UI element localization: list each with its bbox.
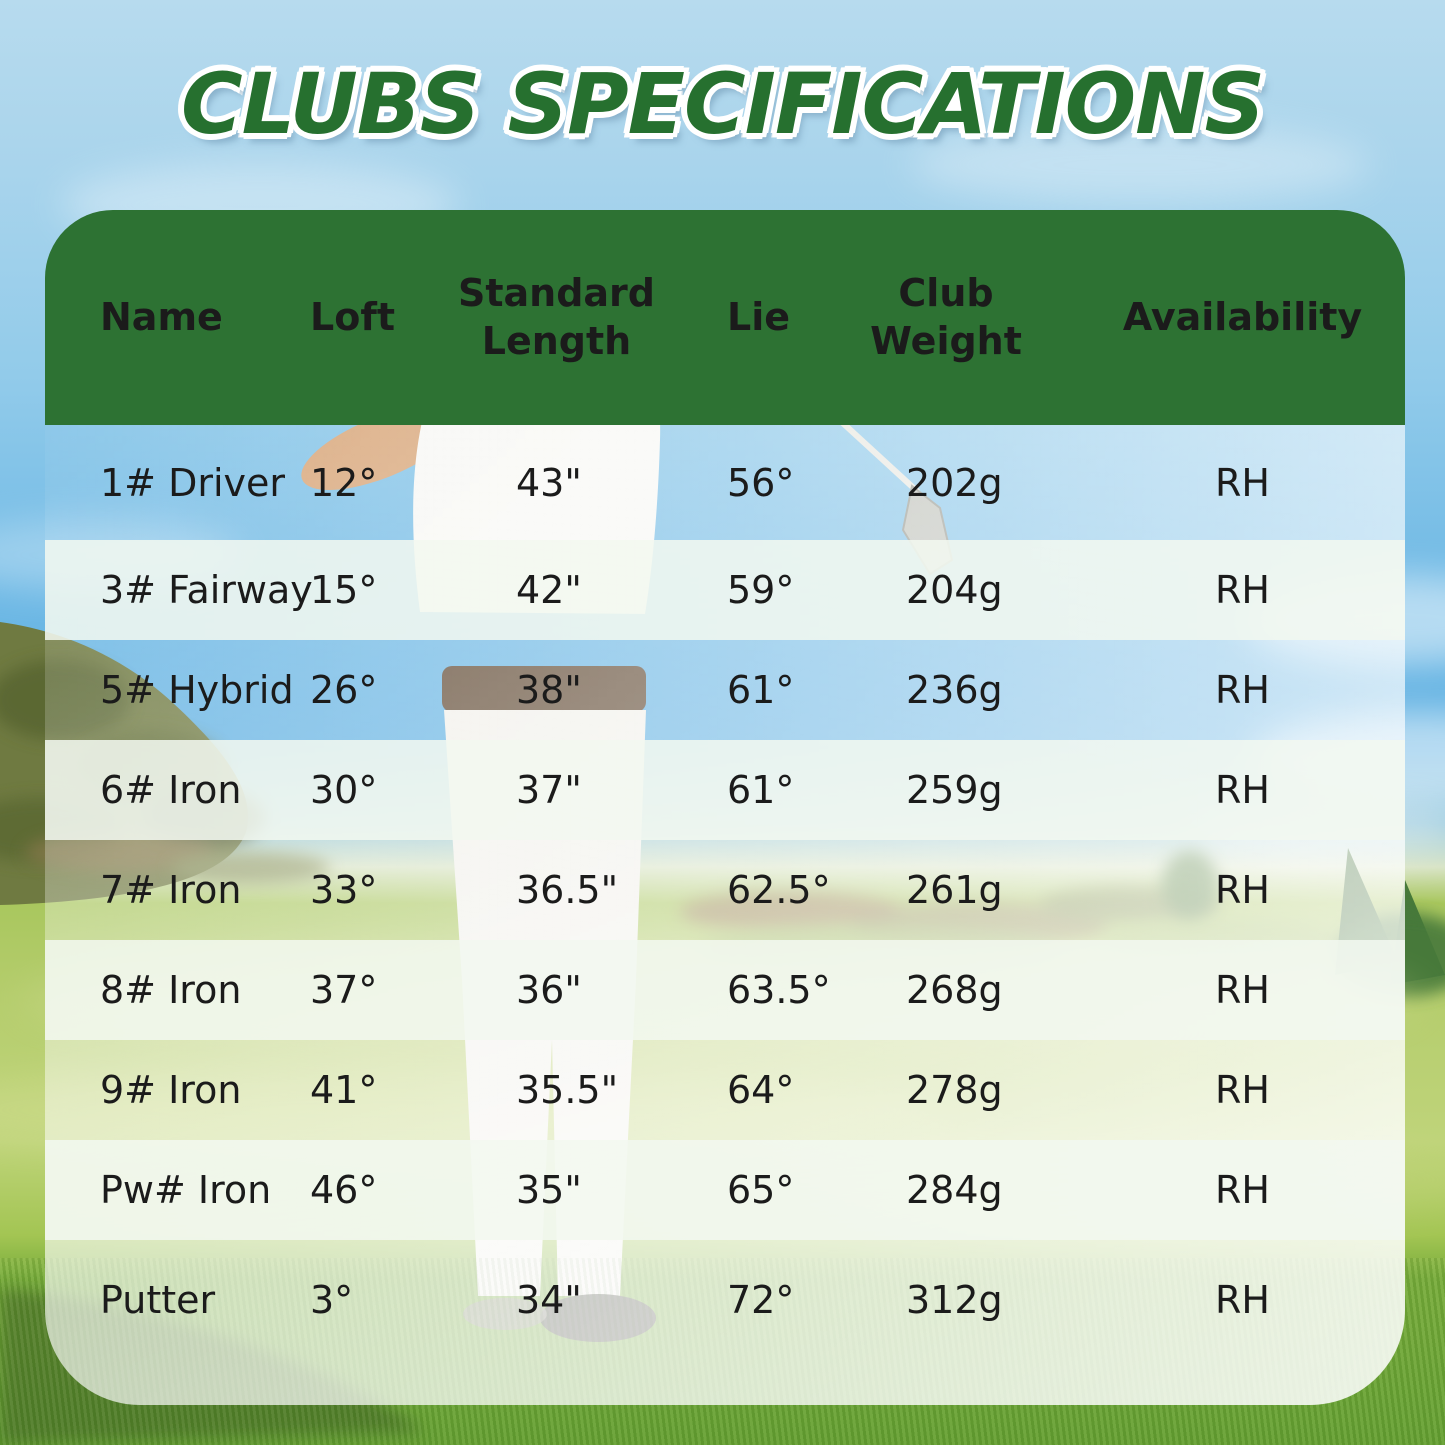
cell-length: 36.5": [516, 868, 619, 912]
cell-lie: 63.5°: [727, 968, 831, 1012]
table-row: Putter 3° 34" 72° 312g RH: [45, 1240, 1405, 1405]
cell-name: Pw# Iron: [100, 1168, 272, 1212]
cell-loft: 30°: [310, 768, 378, 812]
cell-weight: 236g: [906, 668, 1003, 712]
cell-weight: 284g: [906, 1168, 1003, 1212]
cell-lie: 62.5°: [727, 868, 831, 912]
column-header-standard-length: Standard Length: [457, 271, 655, 363]
cell-length: 37": [516, 768, 582, 812]
cell-length: 35": [516, 1168, 582, 1212]
cell-name: 6# Iron: [100, 768, 242, 812]
cell-name: 1# Driver: [100, 460, 286, 505]
cell-weight: 202g: [906, 460, 1003, 505]
table-row: 3# Fairway 15° 42" 59° 204g RH: [45, 540, 1405, 640]
cell-availability: RH: [1215, 460, 1270, 505]
cell-loft: 15°: [310, 568, 378, 612]
cell-length: 42": [516, 568, 582, 612]
cell-length: 43": [516, 460, 582, 505]
page-title: CLUBS SPECIFICATIONS: [177, 53, 1270, 155]
cell-loft: 3°: [310, 1278, 354, 1322]
cell-name: 5# Hybrid: [100, 668, 294, 712]
cell-lie: 61°: [727, 668, 795, 712]
cell-name: Putter: [100, 1278, 216, 1322]
cell-availability: RH: [1215, 1068, 1270, 1112]
cell-loft: 46°: [310, 1168, 378, 1212]
column-header-club-weight: Club Weight: [870, 271, 1022, 363]
cell-name: 9# Iron: [100, 1068, 242, 1112]
cell-length: 34": [516, 1278, 582, 1322]
cell-lie: 56°: [727, 460, 795, 505]
column-header-availability: Availability: [1122, 294, 1363, 339]
cell-availability: RH: [1215, 1278, 1270, 1322]
table-row: 8# Iron 37° 36" 63.5° 268g RH: [45, 940, 1405, 1040]
cell-lie: 65°: [727, 1168, 795, 1212]
cell-weight: 268g: [906, 968, 1003, 1012]
cell-lie: 59°: [727, 568, 795, 612]
cell-lie: 72°: [727, 1278, 795, 1322]
cell-length: 36": [516, 968, 582, 1012]
cell-weight: 278g: [906, 1068, 1003, 1112]
cell-name: 7# Iron: [100, 868, 242, 912]
table-body: 1# Driver 12° 43" 56° 202g RH 3# Fairway 15° 42"…: [45, 425, 1405, 1405]
column-header-name: Name: [100, 294, 223, 339]
cell-availability: RH: [1215, 568, 1270, 612]
table-row: Pw# Iron 46° 35" 65° 284g RH: [45, 1140, 1405, 1240]
cell-weight: 312g: [906, 1278, 1003, 1322]
table-row: 7# Iron 33° 36.5" 62.5° 261g RH: [45, 840, 1405, 940]
cell-lie: 64°: [727, 1068, 795, 1112]
cell-availability: RH: [1215, 668, 1270, 712]
table-row: 6# Iron 30° 37" 61° 259g RH: [45, 740, 1405, 840]
cell-weight: 261g: [906, 868, 1003, 912]
cell-length: 38": [516, 668, 582, 712]
table-row: 9# Iron 41° 35.5" 64° 278g RH: [45, 1040, 1405, 1140]
column-header-lie: Lie: [727, 294, 791, 339]
cell-length: 35.5": [516, 1068, 619, 1112]
cell-availability: RH: [1215, 768, 1270, 812]
cell-loft: 37°: [310, 968, 378, 1012]
table-header: Name Loft Standard Length Lie Club Weigh…: [45, 210, 1405, 425]
cell-loft: 26°: [310, 668, 378, 712]
cell-lie: 61°: [727, 768, 795, 812]
cell-availability: RH: [1215, 868, 1270, 912]
cell-loft: 12°: [310, 460, 378, 505]
column-header-loft: Loft: [310, 294, 396, 339]
table-row: 1# Driver 12° 43" 56° 202g RH: [45, 425, 1405, 540]
cell-name: 3# Fairway: [100, 568, 313, 612]
cell-name: 8# Iron: [100, 968, 242, 1012]
cell-availability: RH: [1215, 968, 1270, 1012]
cell-loft: 41°: [310, 1068, 378, 1112]
cell-weight: 259g: [906, 768, 1003, 812]
cell-weight: 204g: [906, 568, 1003, 612]
cell-loft: 33°: [310, 868, 378, 912]
cell-availability: RH: [1215, 1168, 1270, 1212]
table-row: 5# Hybrid 26° 38" 61° 236g RH: [45, 640, 1405, 740]
